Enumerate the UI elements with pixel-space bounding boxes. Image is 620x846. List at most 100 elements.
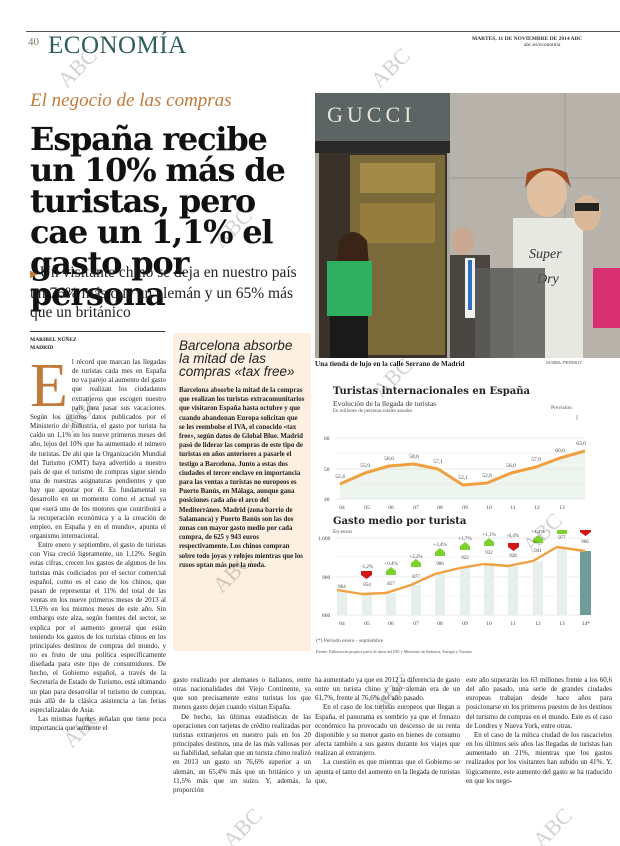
svg-text:+2,2%: +2,2% [409, 555, 422, 560]
svg-text:+0,4%: +0,4% [384, 562, 397, 567]
dateline: MARTES, 11 DE NOVIEMBRE DE 2014 ABC abc.… [472, 36, 582, 48]
paragraph: La cuestión es que mientras que el Gobie… [315, 758, 460, 785]
header-rule [26, 31, 620, 32]
kicker: El negocio de las compras [30, 90, 232, 111]
forecast-label: Previsión [551, 405, 572, 411]
svg-text:06: 06 [388, 621, 394, 627]
svg-text:977: 977 [558, 536, 566, 541]
bullet-triangle-icon: ▶ [30, 269, 38, 280]
chart2-footnote: (*) Periodo enero - septiembre [316, 638, 384, 644]
section-url[interactable]: abc.es/economia [523, 42, 561, 48]
svg-text:08: 08 [437, 505, 443, 511]
svg-text:900: 900 [322, 575, 331, 581]
watermark: ABC [365, 42, 416, 93]
svg-text:877: 877 [412, 575, 420, 580]
sidebar-box: Barcelona absorbe la mitad de las compra… [173, 333, 311, 651]
svg-text:11: 11 [510, 621, 516, 627]
paragraph: En el caso de los turistas europeos que … [315, 703, 460, 758]
svg-text:+3,4%: +3,4% [433, 543, 446, 548]
photo-credit: ISABEL PERMUY [546, 360, 583, 365]
svg-text:13: 13 [559, 621, 565, 627]
svg-text:60,6: 60,6 [555, 448, 565, 454]
watermark: ABC [217, 802, 268, 846]
chart2-units: En euros [333, 529, 353, 535]
svg-text:12: 12 [534, 505, 540, 511]
byline: MARIBEL NÚÑEZ MADRID [30, 336, 77, 352]
svg-text:05: 05 [364, 621, 370, 627]
chart1-units: En millones de personas totales anuales [333, 409, 413, 414]
svg-text:52,4: 52,4 [335, 474, 345, 480]
author: MARIBEL NÚÑEZ [30, 337, 77, 343]
svg-text:854: 854 [363, 583, 371, 588]
svg-text:+1,7%: +1,7% [458, 537, 471, 542]
svg-text:06: 06 [388, 505, 394, 511]
svg-text:09: 09 [462, 505, 468, 511]
svg-text:12: 12 [535, 621, 541, 627]
svg-text:50: 50 [324, 467, 330, 473]
article-column-1: E l récord que marcan las llegadas de tu… [30, 355, 166, 733]
svg-text:05: 05 [364, 505, 370, 511]
paragraph: Las mismas fuentes señalan que tiene poc… [30, 715, 166, 733]
svg-text:864: 864 [338, 585, 346, 590]
svg-text:58,0: 58,0 [384, 456, 394, 462]
svg-text:-0,4%: -0,4% [507, 534, 519, 539]
svg-text:08: 08 [437, 621, 443, 627]
location: MADRID [30, 345, 54, 351]
photo: GUCCI Super Dry [315, 93, 620, 358]
svg-text:52,6: 52,6 [482, 473, 492, 479]
svg-text:Super: Super [529, 247, 562, 262]
paragraph: este año superarán los 63 millones frent… [466, 676, 612, 730]
chart2-title: Gasto medio por turista [333, 516, 467, 527]
svg-text:04: 04 [339, 621, 345, 627]
paragraph: ha aumentado ya que en 2012 la diferenci… [315, 676, 460, 703]
svg-text:55,9: 55,9 [360, 463, 370, 469]
svg-text:40: 40 [324, 497, 330, 503]
svg-text:-1,2%: -1,2% [361, 565, 373, 570]
svg-text:928: 928 [509, 554, 517, 559]
svg-text:922: 922 [461, 556, 469, 561]
spending-bar-chart: 1.000 900 800 864 854 857 877 906 922 932 928… [318, 530, 591, 627]
paragraph: gasto realizado por alemanes o italianos… [173, 676, 311, 712]
byline-rule [30, 331, 165, 332]
svg-text:07: 07 [413, 505, 419, 511]
svg-text:57,1: 57,1 [433, 459, 443, 465]
article-column-2: gasto realizado por alemanes o italianos… [173, 676, 311, 795]
chart1-subtitle: Evolución de la llegada de turistas [333, 399, 437, 408]
svg-text:57,9: 57,9 [531, 457, 541, 463]
svg-text:10: 10 [486, 621, 492, 627]
svg-text:966: 966 [581, 540, 589, 545]
svg-text:13: 13 [559, 505, 565, 511]
headline: España recibe un 10% más de turistas, pe… [30, 120, 286, 313]
gucci-sign: GUCCI [327, 102, 415, 127]
photo-caption: Una tienda de lujo en la calle Serrano d… [315, 360, 465, 368]
store-photo-illustration: GUCCI Super Dry [315, 93, 620, 358]
svg-text:10: 10 [486, 505, 492, 511]
watermark: ABC [527, 802, 578, 846]
section-title: ECONOMÍA [48, 32, 187, 59]
article-column-3: ha aumentado ya que en 2012 la diferenci… [315, 676, 460, 786]
svg-text:60: 60 [324, 436, 330, 442]
chart-source: Fuente: Elaboración propia a partir de d… [316, 649, 473, 654]
tourists-line-chart: 60 50 40 52,4 55,9 58,0 58,6 57,1 52,1 52,6 5… [324, 415, 586, 511]
page-number: 40 [28, 36, 39, 48]
svg-text:63,0: 63,0 [576, 441, 586, 447]
svg-text:09: 09 [462, 621, 468, 627]
svg-text:+1,1%: +1,1% [482, 533, 495, 538]
subhead: ▶ Un visitante chino se deja en nuestro p… [30, 263, 310, 322]
svg-text:1.000: 1.000 [318, 536, 331, 542]
svg-text:52,1: 52,1 [458, 475, 468, 481]
svg-text:04: 04 [339, 505, 345, 511]
sidebar-title: Barcelona absorbe la mitad de las compra… [179, 338, 295, 379]
chart1-title: Turistas internacionales en España [333, 386, 530, 397]
paragraph: Entre enero y septiembre, el gasto de tu… [30, 541, 166, 714]
paragraph: En el caso de la mítica ciudad de los ra… [466, 730, 612, 785]
paragraph: De hecho, las últimas estadísticas de la… [173, 712, 311, 794]
svg-text:800: 800 [322, 613, 331, 619]
svg-text:58,6: 58,6 [409, 454, 419, 460]
svg-text:07: 07 [413, 621, 419, 627]
date: MARTES, 11 DE NOVIEMBRE DE 2014 ABC [472, 36, 583, 42]
svg-text:941: 941 [534, 549, 542, 554]
svg-text:+1,4%: +1,4% [531, 530, 544, 535]
subhead-text: Un visitante chino se deja en nuestro pa… [30, 264, 297, 321]
svg-text:906: 906 [436, 562, 444, 567]
